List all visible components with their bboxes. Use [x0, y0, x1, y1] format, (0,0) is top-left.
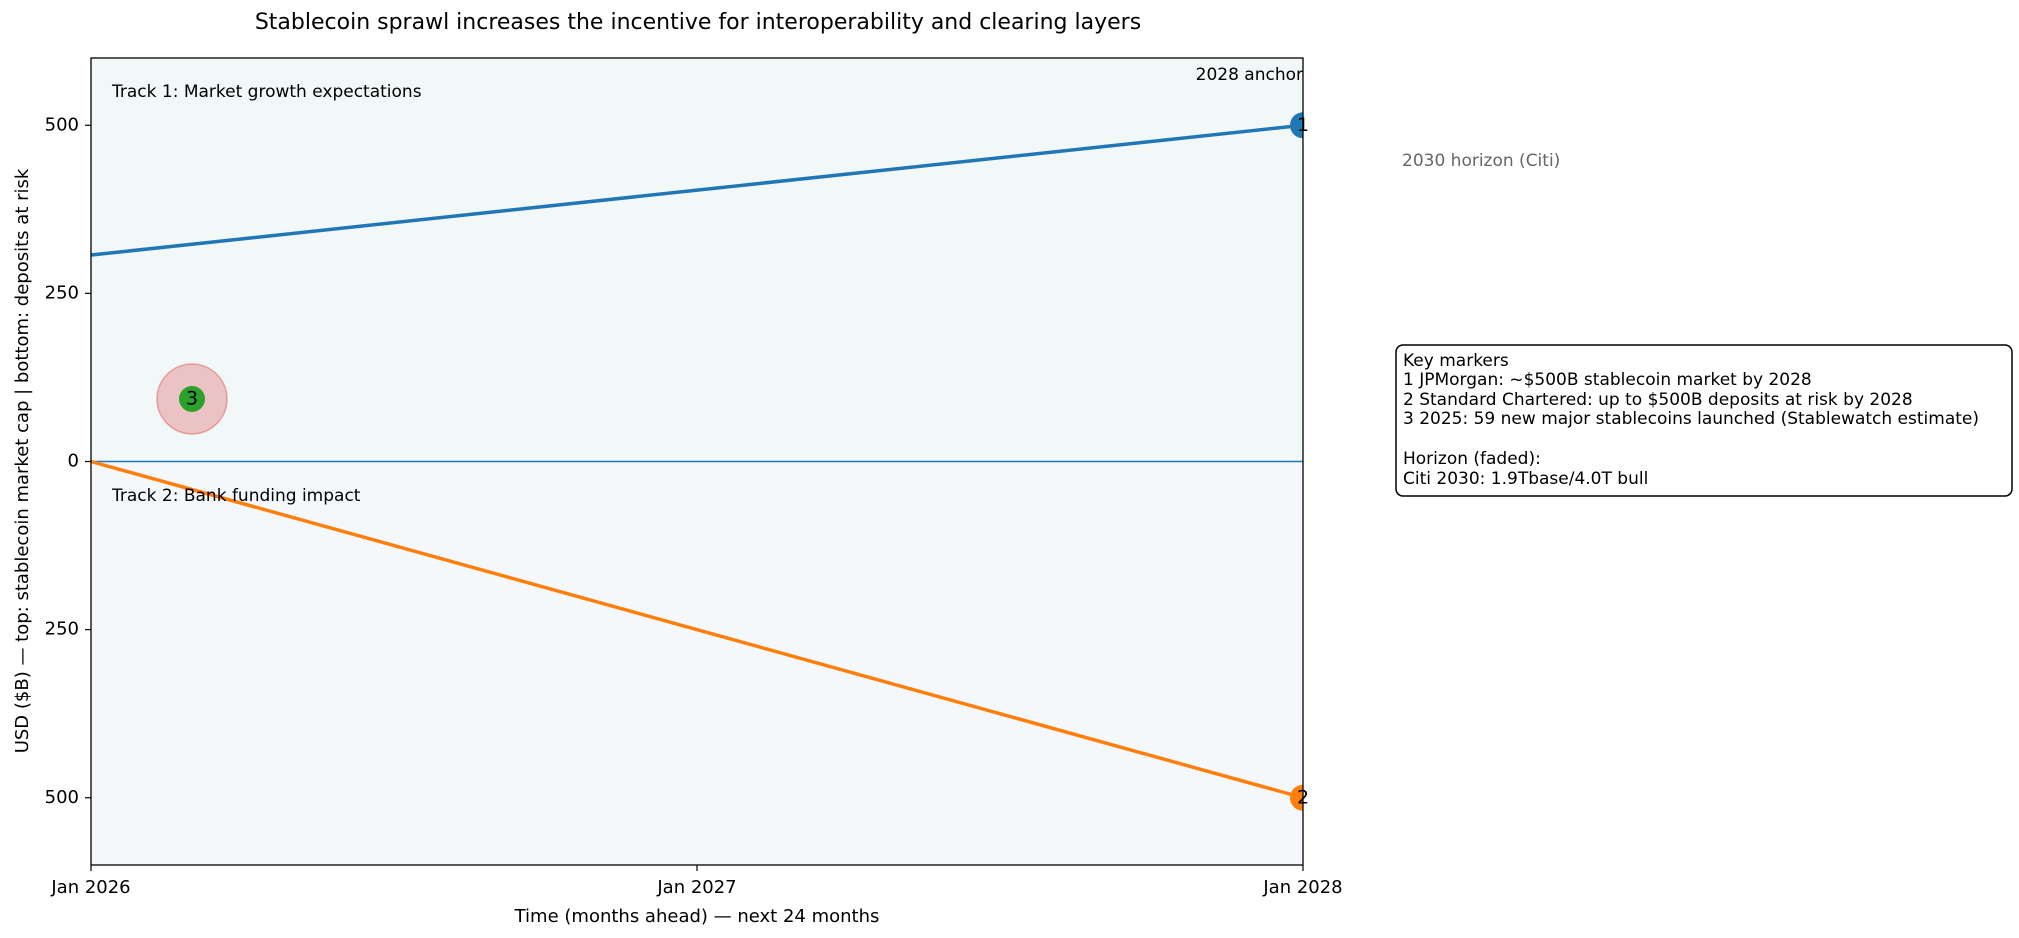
legend-box — [1395, 344, 2013, 497]
markers — [156, 112, 1303, 811]
legend-text: Key markers 1 JPMorgan: ~$500B stablecoi… — [1403, 351, 1979, 489]
lower-band — [91, 461, 1303, 865]
marker — [1290, 784, 1303, 811]
annotation: 2028 anchor — [1196, 65, 1303, 85]
legend-line: Horizon (faded): — [1403, 449, 1541, 469]
legend-line: Citi 2030: 1.9Tbase/4.0T bull — [1403, 469, 1648, 489]
annotation: Track 1: Market growth expectations — [111, 82, 422, 102]
y-axis-label: USD ($B) — top: stablecoin market cap | … — [12, 168, 33, 753]
lines — [90, 123, 1304, 800]
plot-background — [91, 58, 1303, 865]
x-axis-label: Time (months ahead) — next 24 months — [514, 906, 880, 927]
annotation: Track 2: Bank funding impact — [111, 486, 361, 506]
y-tick-label: 250 — [45, 619, 79, 640]
plot-frame — [90, 57, 1304, 866]
marker — [179, 385, 205, 412]
y-tick-label: 250 — [45, 282, 79, 303]
y-tick-label: 0 — [68, 451, 79, 472]
legend-title: Key markers — [1403, 351, 1509, 371]
x-tick-label: Jan 2028 — [1262, 877, 1342, 898]
marker-label: 3 — [186, 387, 198, 409]
annotation: 2030 horizon (Citi) — [1402, 151, 1560, 171]
y-tick-label: 500 — [45, 787, 79, 808]
series-line — [90, 123, 1304, 257]
y-tick-label: 500 — [45, 114, 79, 135]
chart-title: Stablecoin sprawl increases the incentiv… — [255, 10, 1141, 35]
legend-line: 2 Standard Chartered: up to $500B deposi… — [1403, 390, 1913, 410]
upper-band — [91, 58, 1303, 462]
marker — [1290, 112, 1303, 139]
x-tick-label: Jan 2026 — [50, 877, 130, 898]
x-tick-label: Jan 2027 — [656, 877, 736, 898]
series-line — [90, 459, 1304, 800]
legend-line: 3 2025: 59 new major stablecoins launche… — [1403, 409, 1979, 429]
legend-line: 1 JPMorgan: ~$500B stablecoin market by … — [1403, 370, 1812, 390]
